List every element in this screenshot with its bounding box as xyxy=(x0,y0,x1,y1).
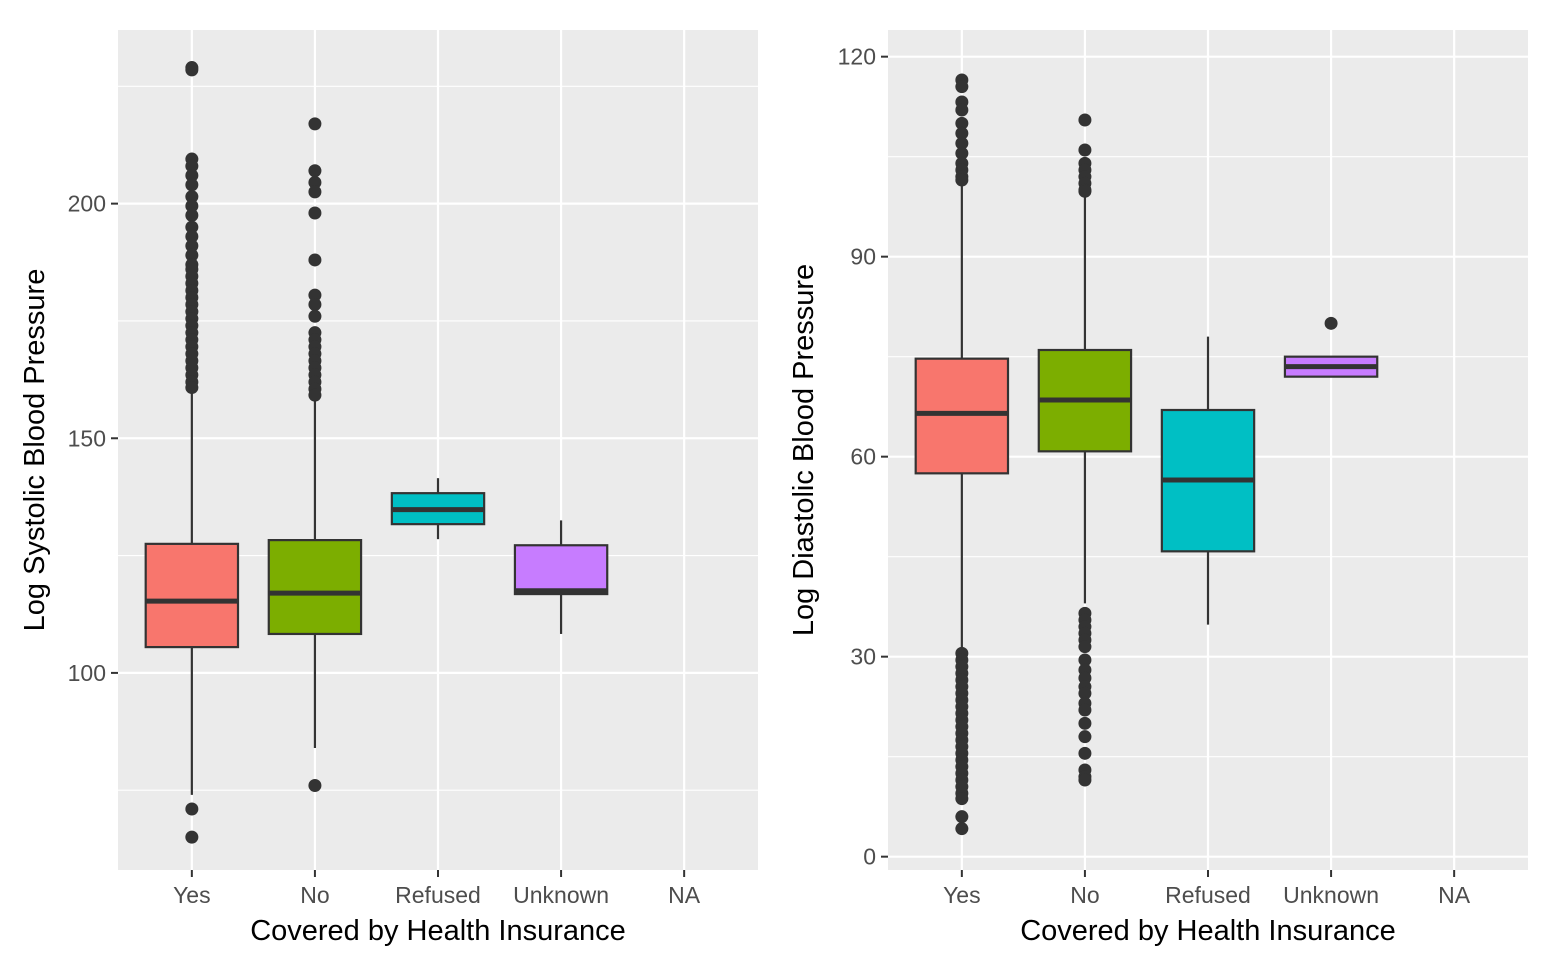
outlier-point xyxy=(185,190,199,204)
panel-systolic-ticks: 100 150 200 Yes No Refused Unknown NA xyxy=(68,191,701,908)
box-iqr xyxy=(267,539,363,636)
outlier-point xyxy=(1078,716,1092,730)
x-tick-label: No xyxy=(300,882,329,908)
outlier-point xyxy=(955,810,969,824)
x-tick-label: Yes xyxy=(173,882,211,908)
systolic-y-axis-title: Log Systolic Blood Pressure xyxy=(19,269,51,632)
outlier-point xyxy=(185,248,199,262)
outlier-point xyxy=(1078,730,1092,744)
diastolic-box-yes xyxy=(914,73,1010,836)
panel-systolic: 100 150 200 Yes No Refused Unknown NA Covered b… xyxy=(19,30,758,947)
y-tick-label: 30 xyxy=(850,644,876,670)
x-tick-label: NA xyxy=(1438,882,1471,908)
box-iqr xyxy=(914,357,1010,475)
outlier-point xyxy=(185,381,199,395)
y-tick-label: 90 xyxy=(850,244,876,270)
x-tick-label: Unknown xyxy=(513,882,609,908)
panel-diastolic-ticks: 0 30 60 90 120 Yes No Refused Unknown NA xyxy=(838,44,1471,908)
diastolic-box-unknown xyxy=(1283,316,1379,378)
outlier-point xyxy=(185,830,199,844)
outlier-point xyxy=(1324,316,1338,330)
outlier-point xyxy=(955,173,969,187)
diastolic-box-refused xyxy=(1160,336,1256,625)
outlier-point xyxy=(1078,773,1092,787)
x-tick-label: NA xyxy=(668,882,701,908)
y-tick-label: 0 xyxy=(863,844,876,870)
outlier-point xyxy=(955,116,969,130)
outlier-point xyxy=(185,178,199,192)
outlier-point xyxy=(955,80,969,94)
outlier-point xyxy=(185,63,199,77)
outlier-point xyxy=(185,208,199,222)
outlier-point xyxy=(185,220,199,234)
outlier-point xyxy=(1078,703,1092,717)
outlier-point xyxy=(955,136,969,150)
y-tick-label: 60 xyxy=(850,444,876,470)
outlier-point xyxy=(185,239,199,253)
x-tick-label: Unknown xyxy=(1283,882,1379,908)
outlier-point xyxy=(308,164,322,178)
systolic-box-yes xyxy=(144,61,240,844)
y-tick-label: 150 xyxy=(68,425,106,451)
outlier-point xyxy=(308,206,322,220)
outlier-point xyxy=(955,126,969,140)
diastolic-y-axis-title: Log Diastolic Blood Pressure xyxy=(788,264,820,636)
x-tick-label: Yes xyxy=(943,882,981,908)
outlier-point xyxy=(1078,640,1092,654)
outlier-point xyxy=(185,229,199,243)
diastolic-x-axis-title: Covered by Health Insurance xyxy=(1020,915,1396,947)
systolic-x-axis-title: Covered by Health Insurance xyxy=(250,915,626,947)
x-tick-label: No xyxy=(1070,882,1099,908)
panel-diastolic-marks xyxy=(914,73,1379,836)
outlier-point xyxy=(955,103,969,117)
systolic-box-refused xyxy=(390,478,486,540)
outlier-point xyxy=(185,159,199,173)
systolic-box-no xyxy=(267,117,363,793)
outlier-point xyxy=(185,199,199,213)
outlier-point xyxy=(308,185,322,199)
outlier-point xyxy=(1078,686,1092,700)
box-iqr xyxy=(144,542,240,649)
panel-diastolic: 0 30 60 90 120 Yes No Refused Unknown NA Covered … xyxy=(788,30,1528,947)
outlier-point xyxy=(1078,184,1092,198)
outlier-point xyxy=(308,779,322,793)
outlier-point xyxy=(185,802,199,816)
panel-systolic-marks xyxy=(144,61,609,844)
y-tick-label: 100 xyxy=(68,660,106,686)
outlier-point xyxy=(1078,653,1092,667)
outlier-point xyxy=(308,176,322,190)
x-tick-label: Refused xyxy=(395,882,481,908)
systolic-box-unknown xyxy=(513,520,609,634)
box-iqr xyxy=(513,544,609,596)
outlier-point xyxy=(1078,143,1092,157)
outlier-point xyxy=(185,168,199,182)
outlier-point xyxy=(308,388,322,402)
x-tick-label: Refused xyxy=(1165,882,1251,908)
outlier-point xyxy=(1078,113,1092,127)
diastolic-box-no xyxy=(1037,113,1133,787)
outlier-point xyxy=(308,117,322,131)
outlier-point xyxy=(308,253,322,267)
y-tick-label: 200 xyxy=(68,191,106,217)
y-tick-label: 120 xyxy=(838,44,876,70)
outlier-point xyxy=(955,146,969,160)
outlier-point xyxy=(1078,746,1092,760)
outlier-point xyxy=(308,298,322,312)
outlier-point xyxy=(308,288,322,302)
outlier-point xyxy=(955,822,969,836)
outlier-point xyxy=(308,309,322,323)
outlier-point xyxy=(955,792,969,806)
